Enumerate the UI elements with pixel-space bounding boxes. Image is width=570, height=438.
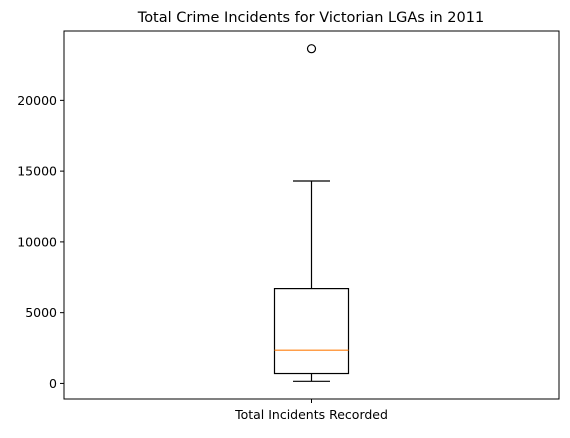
chart-title: Total Crime Incidents for Victorian LGAs… xyxy=(137,10,484,26)
outlier-point xyxy=(306,44,317,54)
plot-area: 0 5000 10000 15000 20000 Total Incidents Reco… xyxy=(17,30,560,422)
y-tick-label: 5000 xyxy=(25,305,57,320)
y-tick-label: 15000 xyxy=(17,164,57,179)
iqr-box xyxy=(273,288,350,375)
y-tick-label: 10000 xyxy=(17,234,57,249)
y-tick-label: 20000 xyxy=(17,93,57,108)
x-tick-label: Total Incidents Recorded xyxy=(234,407,388,422)
y-tick-label: 0 xyxy=(49,376,57,391)
